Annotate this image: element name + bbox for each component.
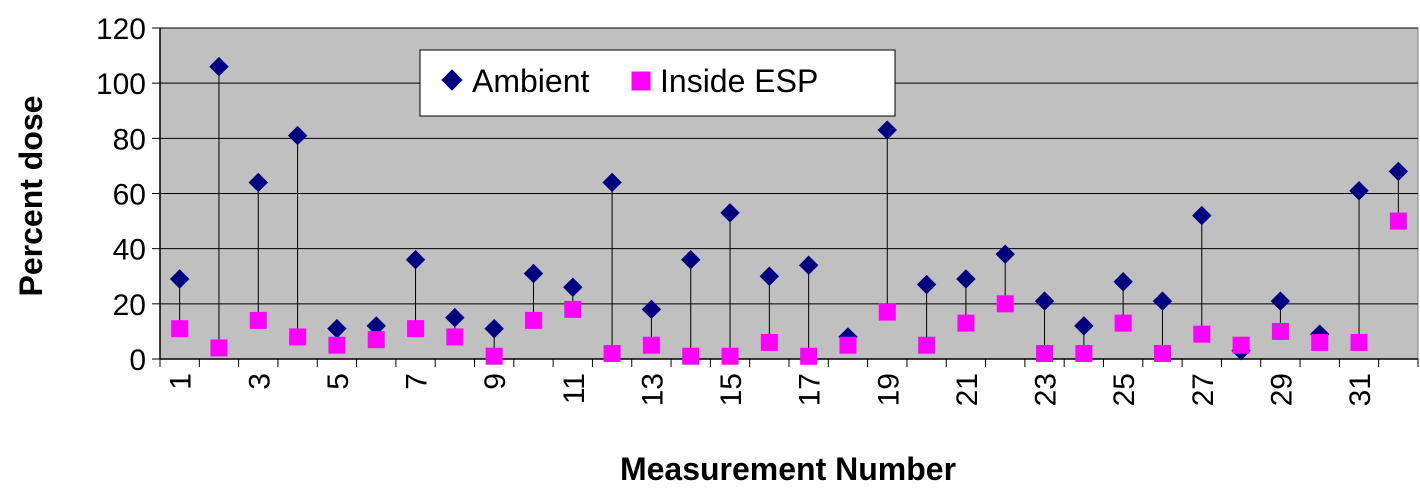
y-axis-title: Percent dose xyxy=(13,96,49,297)
point-inside-esp xyxy=(957,314,975,332)
point-inside-esp xyxy=(1389,212,1407,230)
point-inside-esp xyxy=(721,347,739,365)
point-inside-esp xyxy=(1232,336,1250,354)
point-ambient xyxy=(287,125,308,146)
point-ambient xyxy=(1113,272,1133,292)
y-tick-label: 120 xyxy=(96,13,146,46)
point-inside-esp xyxy=(800,347,818,365)
legend: Ambient Inside ESP xyxy=(419,49,896,117)
point-inside-esp xyxy=(564,300,582,318)
point-inside-esp xyxy=(407,320,425,338)
point-inside-esp xyxy=(839,336,857,354)
point-inside-esp xyxy=(367,331,385,349)
x-tick-label: 3 xyxy=(243,373,276,390)
x-tick-label: 23 xyxy=(1030,373,1063,406)
point-ambient xyxy=(798,255,819,275)
x-tick-label: 29 xyxy=(1265,373,1298,406)
point-ambient xyxy=(759,266,780,286)
point-ambient xyxy=(956,269,976,289)
point-inside-esp xyxy=(524,311,542,329)
point-ambient xyxy=(484,318,504,339)
point-inside-esp xyxy=(1311,333,1329,351)
point-inside-esp xyxy=(1153,344,1171,362)
point-ambient xyxy=(405,249,426,270)
x-tick-label: 25 xyxy=(1108,373,1141,406)
x-tick-labels: 1 3 5 7 9 11 13 15 17 19 21 23 25 27 29 31 xyxy=(159,359,1419,406)
point-inside-esp xyxy=(1075,344,1093,362)
x-tick-label: 21 xyxy=(951,373,984,406)
point-inside-esp xyxy=(171,320,189,338)
point-ambient xyxy=(641,299,662,320)
point-ambient xyxy=(1152,291,1173,311)
x-tick-label: 27 xyxy=(1187,373,1220,406)
x-tick-label: 15 xyxy=(715,373,748,406)
y-tick-label: 0 xyxy=(129,344,146,377)
point-inside-esp xyxy=(1036,344,1054,362)
point-ambient xyxy=(877,120,897,140)
legend-label-inside-esp: Inside ESP xyxy=(660,63,818,99)
point-ambient xyxy=(169,269,190,289)
x-tick-label: 9 xyxy=(479,373,512,390)
point-ambient xyxy=(1349,181,1369,201)
point-ambient xyxy=(916,274,937,295)
point-inside-esp xyxy=(878,303,896,321)
legend-marker-inside-esp xyxy=(631,71,651,91)
y-tick-label: 20 xyxy=(113,289,146,322)
legend-marker-ambient xyxy=(441,69,463,91)
point-ambient xyxy=(995,244,1015,264)
point-inside-esp xyxy=(1271,322,1289,340)
point-ambient xyxy=(681,249,701,270)
point-inside-esp xyxy=(485,347,503,365)
point-inside-esp xyxy=(1114,314,1132,332)
point-inside-esp xyxy=(289,328,307,346)
x-tick-label: 1 xyxy=(165,373,198,390)
point-ambient xyxy=(1388,161,1409,182)
point-inside-esp xyxy=(1350,333,1368,351)
point-ambient xyxy=(602,172,622,193)
point-ambient xyxy=(523,263,544,284)
point-ambient xyxy=(248,172,268,193)
point-inside-esp xyxy=(446,328,464,346)
point-inside-esp xyxy=(210,339,228,357)
point-inside-esp xyxy=(603,344,621,362)
point-inside-esp xyxy=(249,311,267,329)
x-tick-label: 13 xyxy=(636,373,669,406)
y-tick-label: 80 xyxy=(113,123,146,156)
data-points xyxy=(169,56,1409,365)
point-inside-esp xyxy=(642,336,660,354)
point-inside-esp xyxy=(682,347,700,365)
legend-box xyxy=(419,49,896,117)
x-tick-label: 31 xyxy=(1344,373,1377,406)
point-ambient xyxy=(720,203,740,223)
point-ambient xyxy=(209,56,229,77)
point-inside-esp xyxy=(996,295,1014,313)
x-tick-label: 5 xyxy=(322,373,355,390)
x-axis-title: Measurement Number xyxy=(620,451,956,487)
point-inside-esp xyxy=(1193,325,1211,343)
y-tick-label: 40 xyxy=(113,234,146,267)
y-tick-label: 100 xyxy=(96,68,146,101)
point-ambient xyxy=(1192,205,1212,226)
x-tick-label: 19 xyxy=(872,373,905,406)
y-tick-labels: 0 20 40 60 80 100 120 xyxy=(96,13,160,377)
point-ambient xyxy=(563,277,583,297)
legend-label-ambient: Ambient xyxy=(472,63,590,99)
point-inside-esp xyxy=(328,336,346,354)
x-tick-label: 11 xyxy=(558,373,591,404)
x-tick-label: 7 xyxy=(401,373,434,390)
point-ambient xyxy=(1270,291,1291,311)
y-tick-label: 60 xyxy=(113,179,146,212)
point-inside-esp xyxy=(760,333,778,351)
point-ambient xyxy=(1074,316,1094,336)
point-inside-esp xyxy=(918,336,936,354)
point-ambient xyxy=(1034,291,1055,311)
x-tick-label: 17 xyxy=(794,373,827,406)
point-ambient xyxy=(445,307,465,328)
